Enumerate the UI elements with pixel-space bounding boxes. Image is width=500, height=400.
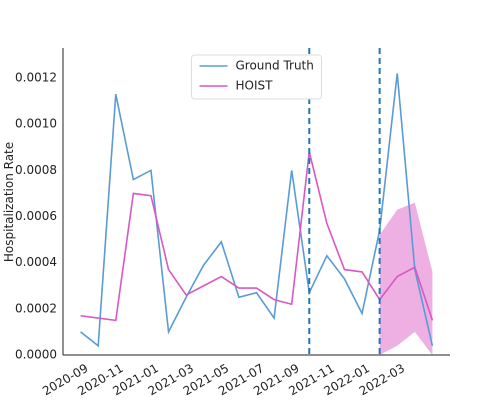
- series-line: [80, 151, 434, 322]
- series-line: [80, 73, 434, 348]
- y-tick-label: 0.0002: [15, 301, 57, 315]
- prediction-band: [379, 202, 433, 355]
- y-tick-label: 0.0008: [15, 163, 57, 177]
- legend-label: Ground Truth: [236, 59, 314, 73]
- legend-label: HOIST: [236, 79, 274, 93]
- y-tick-label: 0.0006: [15, 209, 57, 223]
- y-tick-label: 0.0012: [15, 71, 57, 85]
- y-tick-label: 0.0004: [15, 255, 57, 269]
- y-tick-label: 0.0010: [15, 117, 57, 131]
- y-axis-label: Hospitalization Rate: [2, 142, 16, 262]
- y-tick-label: 0.0000: [15, 348, 57, 362]
